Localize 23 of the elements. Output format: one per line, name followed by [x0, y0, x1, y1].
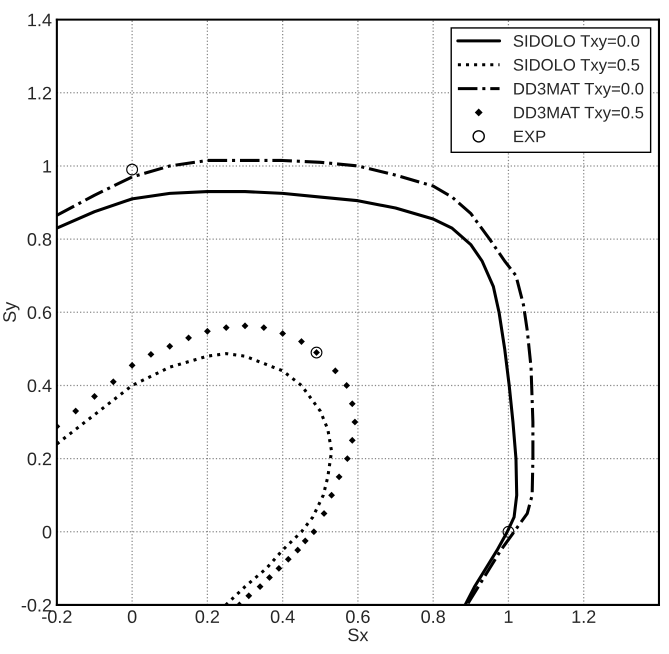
y-tick-label: 0.6 — [28, 306, 52, 320]
x-tick-label: 1.2 — [572, 610, 596, 623]
y-tick-label: 1.4 — [28, 14, 52, 26]
x-tick-label: 0.6 — [346, 610, 370, 624]
legend-label: DD3MAT Txy=0.0 — [514, 82, 644, 98]
legend-label: EXP — [514, 130, 546, 142]
legend-label: SIDOLO Txy=0.5 — [514, 58, 640, 74]
x-tick-label: 1 — [504, 610, 513, 623]
legend-label: SIDOLO Txy=0.0 — [514, 35, 640, 50]
legend-label: DD3MAT Txy=0.5 — [514, 106, 644, 122]
y-tick-label: 0.8 — [28, 233, 52, 246]
y-tick-label: 1 — [43, 160, 52, 172]
x-tick-label: 0.4 — [270, 610, 295, 624]
y-tick-label: 0.2 — [28, 452, 52, 466]
x-axis-title: Sx — [348, 628, 368, 642]
y-axis-title: Sy — [3, 302, 20, 322]
y-tick-label: 0 — [42, 526, 52, 539]
x-tick-label: 0.8 — [421, 610, 445, 624]
y-tick-label: 1.2 — [28, 86, 52, 100]
y-tick-label: 0.4 — [28, 379, 52, 392]
x-tick-label: 0 — [128, 610, 136, 624]
x-tick-label: 0.2 — [196, 610, 220, 624]
y-tick-label: -0.2 — [22, 598, 52, 612]
